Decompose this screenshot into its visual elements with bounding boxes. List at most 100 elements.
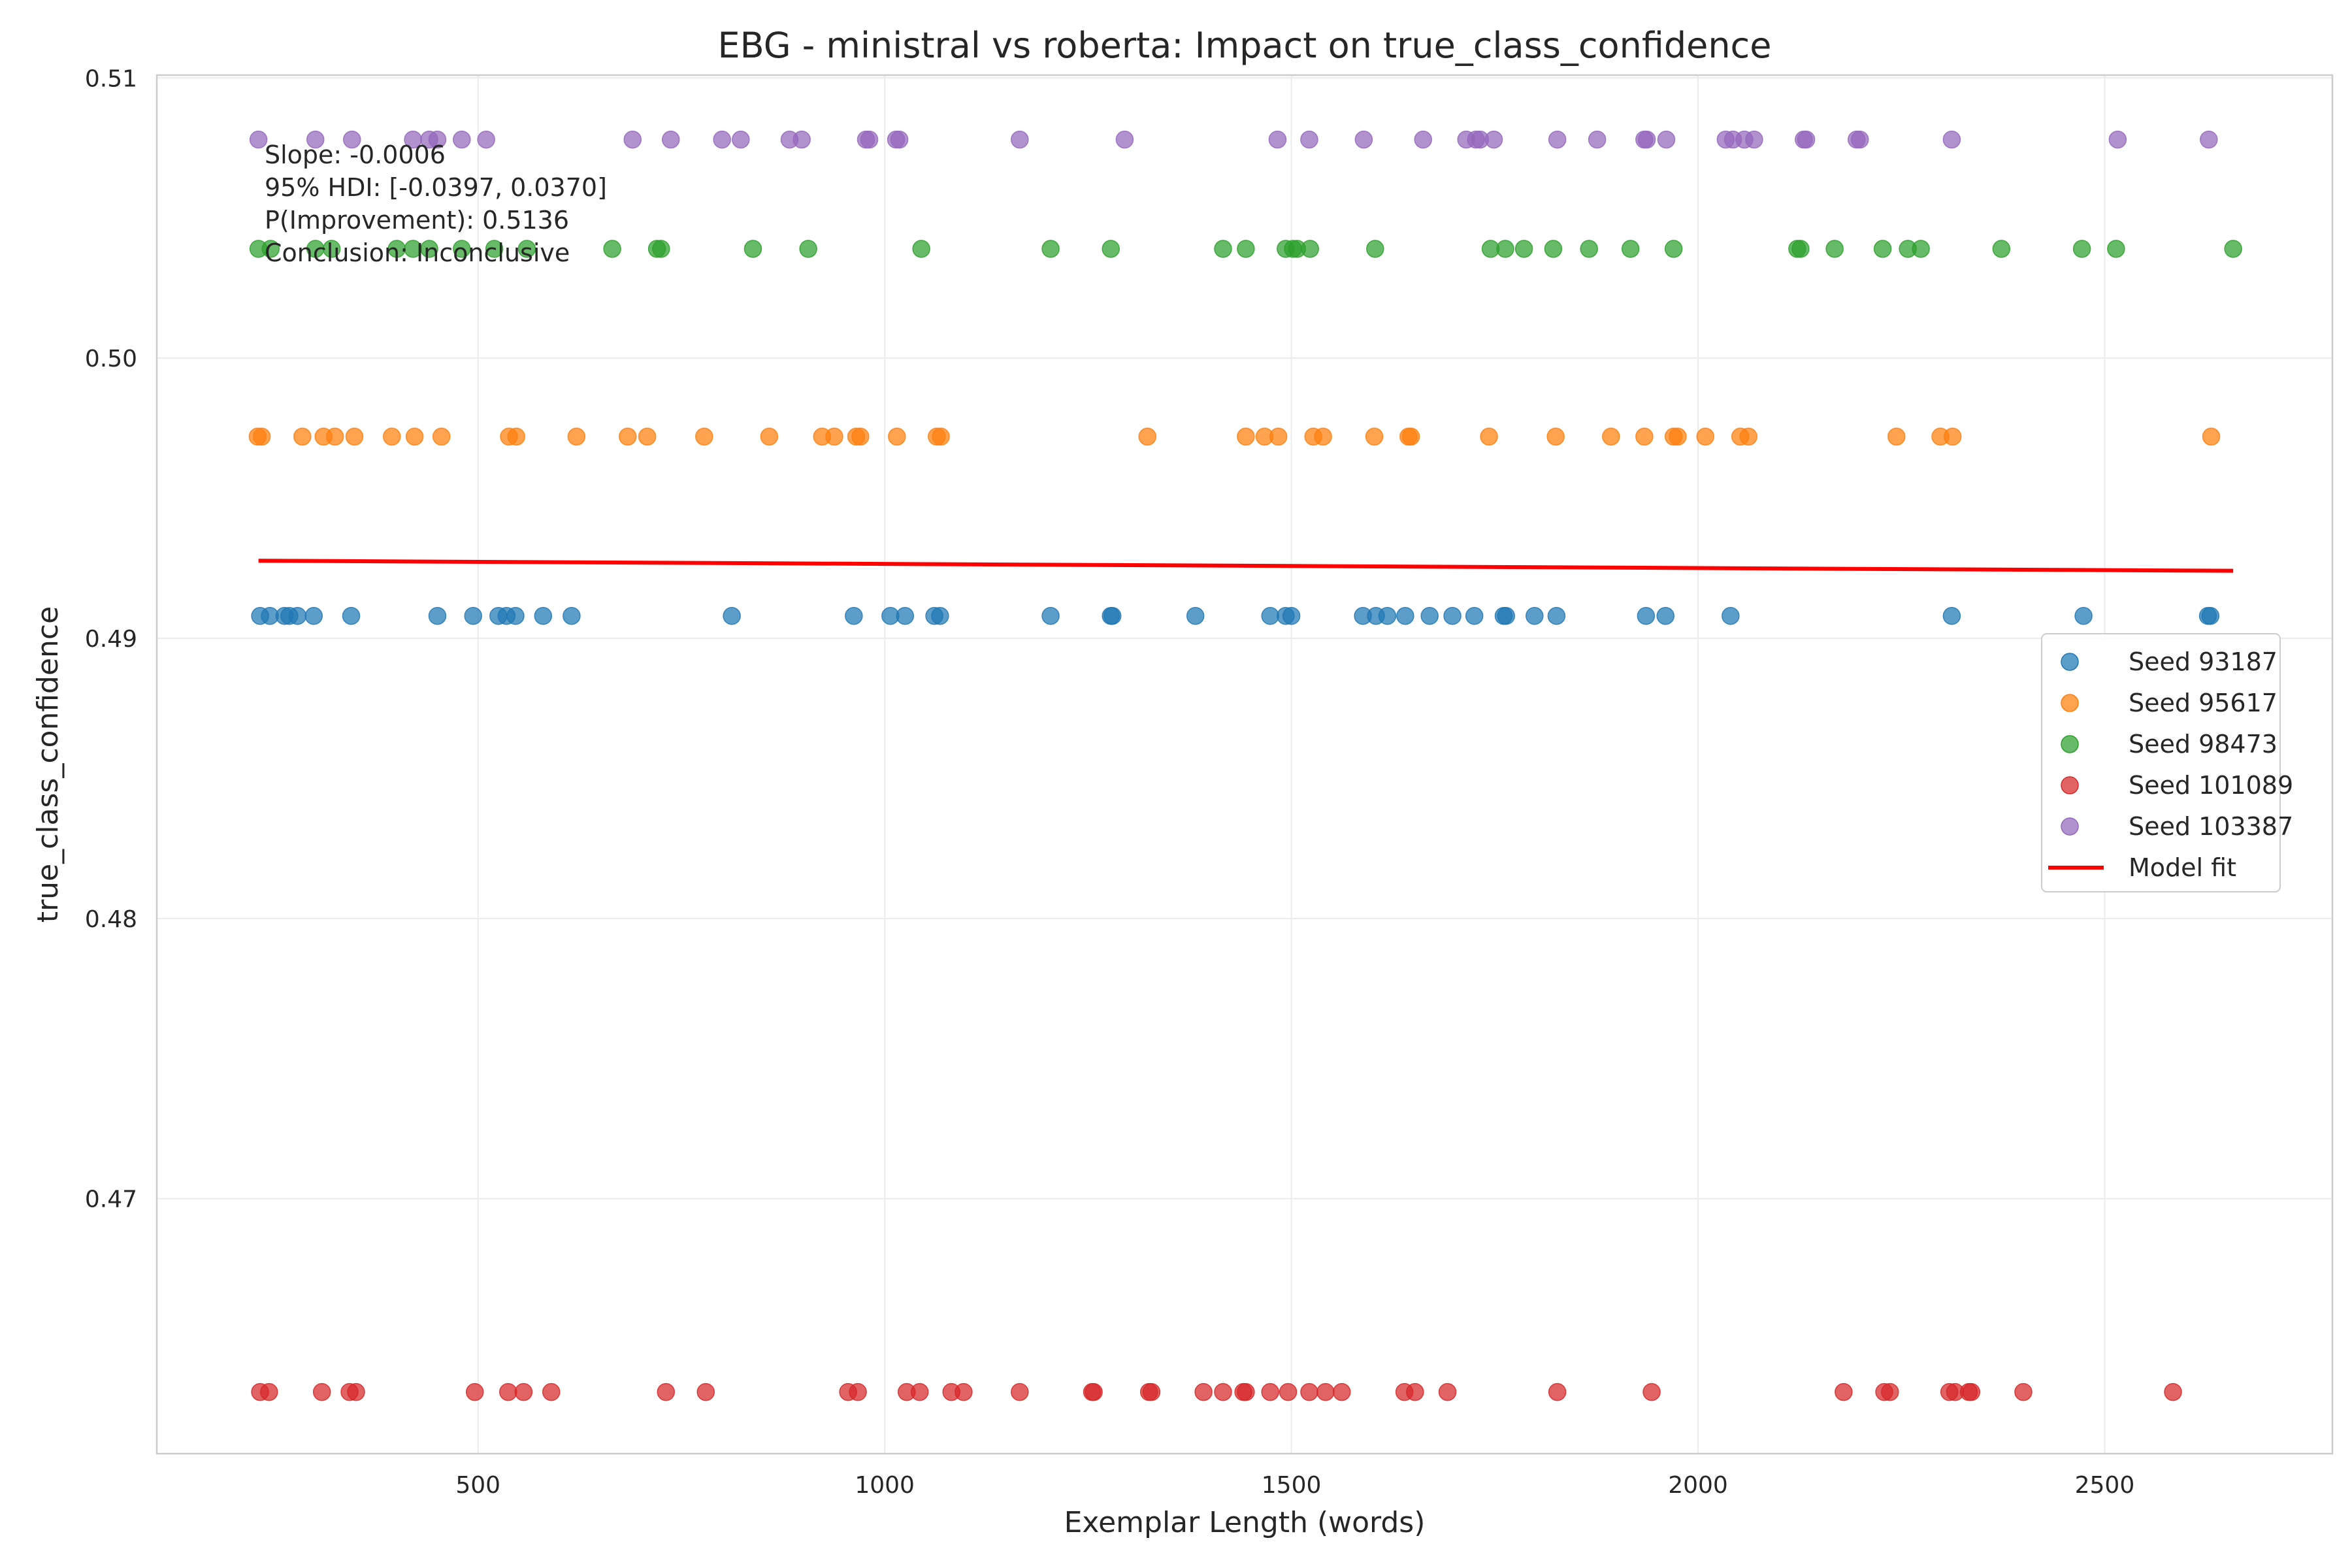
data-point	[2201, 606, 2220, 625]
data-point	[1588, 130, 1607, 149]
data-point	[619, 427, 637, 446]
data-point	[485, 240, 504, 258]
data-point	[1011, 1382, 1029, 1401]
data-point	[1637, 130, 1656, 149]
data-point	[1465, 606, 1484, 625]
data-point	[477, 130, 495, 149]
data-point	[1825, 240, 1844, 258]
data-point	[2108, 130, 2127, 149]
legend-box	[2041, 633, 2281, 892]
data-point	[1406, 1382, 1424, 1401]
data-point	[1237, 240, 1255, 258]
data-point	[1664, 240, 1683, 258]
data-point	[1041, 240, 1060, 258]
data-point	[1268, 130, 1287, 149]
model-fit-layer	[258, 559, 2234, 573]
data-point	[2107, 240, 2125, 258]
data-point	[534, 606, 553, 625]
data-point	[432, 427, 451, 446]
data-point	[1011, 130, 1029, 149]
data-point	[1881, 1382, 1899, 1401]
data-point	[1962, 1382, 1981, 1401]
data-point	[1547, 606, 1566, 625]
data-point	[2072, 240, 2091, 258]
chart-title: EBG - ministral vs roberta: Impact on tr…	[718, 25, 1772, 66]
data-point	[1637, 606, 1656, 625]
data-point	[2164, 1382, 2182, 1401]
data-point	[849, 1382, 867, 1401]
data-point	[799, 240, 817, 258]
data-point	[2074, 606, 2093, 625]
data-point	[743, 240, 762, 258]
x-tick-label: 1500	[1262, 1472, 1322, 1499]
data-point	[1635, 427, 1654, 446]
y-tick-label: 0.51	[85, 65, 137, 92]
data-point	[1103, 606, 1122, 625]
data-point	[1496, 240, 1514, 258]
x-tick-label: 2000	[1668, 1472, 1728, 1499]
data-point	[888, 427, 906, 446]
data-point	[1300, 1382, 1318, 1401]
data-point	[405, 427, 424, 446]
data-point	[1480, 427, 1498, 446]
data-point	[1354, 130, 1373, 149]
data-point	[420, 240, 438, 258]
x-tick-label: 500	[455, 1472, 500, 1499]
data-point	[1279, 1382, 1298, 1401]
data-point	[514, 1382, 533, 1401]
gridlines	[157, 75, 2332, 1454]
data-point	[1194, 1382, 1213, 1401]
data-point	[638, 427, 657, 446]
data-point	[428, 606, 447, 625]
data-point	[1943, 427, 1962, 446]
data-point	[293, 427, 312, 446]
data-point	[1438, 1382, 1457, 1401]
legend-marker	[2061, 776, 2079, 794]
legend: Seed 93187 Seed 95617 Seed 98473 Seed 10108…	[2041, 633, 2293, 892]
series-seed-101089	[251, 1382, 2182, 1401]
series-seed-93187	[251, 606, 2220, 625]
data-point	[453, 240, 471, 258]
data-point	[932, 427, 950, 446]
data-point	[1739, 427, 1757, 446]
data-point	[325, 427, 344, 446]
data-point	[1314, 427, 1332, 446]
data-point	[1366, 240, 1384, 258]
data-point	[931, 606, 949, 625]
legend-label: Seed 103387	[2129, 812, 2293, 841]
legend-marker	[2061, 735, 2079, 753]
data-point	[1414, 130, 1432, 149]
data-point	[1656, 606, 1674, 625]
series-seed-95617	[248, 427, 2221, 446]
model-fit-line	[258, 559, 2234, 573]
data-point	[623, 130, 642, 149]
data-point	[1621, 240, 1640, 258]
y-tick-label: 0.48	[85, 906, 137, 933]
data-point	[428, 130, 447, 149]
data-point	[1396, 606, 1414, 625]
data-point	[851, 427, 870, 446]
data-point	[1138, 427, 1156, 446]
data-point	[453, 130, 471, 149]
data-point	[603, 240, 621, 258]
y-tick-label: 0.49	[85, 626, 137, 653]
data-point	[304, 606, 323, 625]
data-point	[1992, 240, 2011, 258]
data-point	[567, 427, 586, 446]
data-point	[732, 130, 750, 149]
data-point	[1282, 606, 1301, 625]
data-point	[1942, 130, 1961, 149]
data-point	[249, 130, 268, 149]
data-point	[1300, 130, 1318, 149]
data-point	[1548, 130, 1567, 149]
data-point	[1301, 240, 1319, 258]
data-point	[696, 1382, 715, 1401]
data-point	[464, 606, 483, 625]
data-point	[1115, 130, 1134, 149]
data-point	[860, 130, 879, 149]
data-point	[890, 130, 909, 149]
data-point	[345, 427, 364, 446]
data-point	[1942, 606, 1961, 625]
data-point	[1186, 606, 1205, 625]
data-point	[2014, 1382, 2033, 1401]
